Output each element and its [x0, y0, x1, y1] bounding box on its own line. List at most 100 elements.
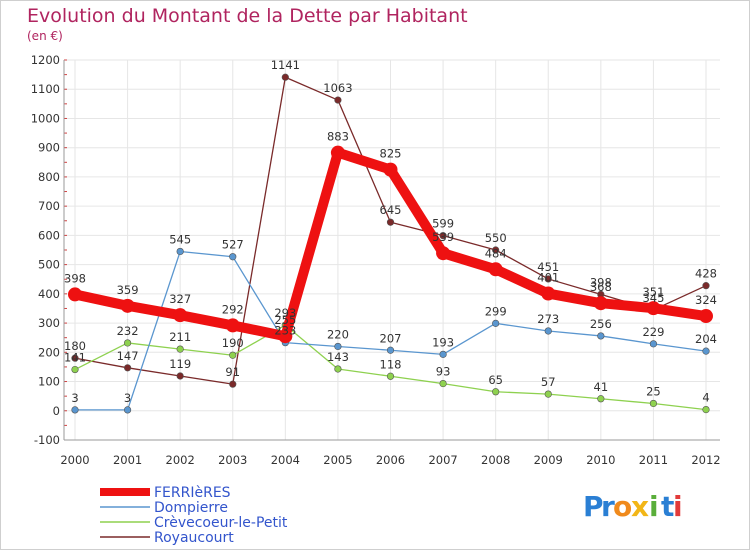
data-point-dompierre	[176, 247, 184, 256]
data-point-ferri-res	[383, 162, 398, 177]
data-point-royaucourt	[544, 275, 552, 283]
data-label-ferri-res: 292	[222, 302, 244, 316]
data-label-cr-vecoeur-le-petit: 25	[646, 384, 661, 398]
data-label-ferri-res: 324	[695, 293, 717, 307]
data-label-royaucourt: 147	[117, 349, 139, 363]
y-tick-label: 600	[38, 228, 60, 242]
y-tick-label: 300	[38, 316, 60, 330]
x-tick-label: 2002	[166, 453, 195, 467]
data-label-ferri-res: 327	[169, 292, 191, 306]
data-point-royaucourt	[492, 246, 500, 254]
data-label-ferri-res: 398	[64, 271, 86, 285]
data-label-dompierre: 545	[169, 232, 191, 246]
data-point-ferri-res	[68, 287, 82, 302]
data-point-cr-vecoeur-le-petit	[597, 395, 605, 403]
data-label-royaucourt: 91	[225, 365, 240, 379]
data-label-royaucourt: 451	[537, 260, 559, 274]
y-tick-label: 700	[38, 199, 60, 213]
data-point-dompierre	[71, 406, 79, 414]
data-point-royaucourt	[229, 380, 237, 388]
data-label-royaucourt: 428	[695, 267, 717, 281]
data-label-royaucourt: 645	[380, 203, 402, 217]
data-label-dompierre: 193	[432, 335, 454, 349]
data-point-dompierre	[334, 342, 342, 351]
data-point-cr-vecoeur-le-petit	[176, 345, 184, 353]
data-label-dompierre: 527	[222, 238, 244, 252]
data-label-dompierre: 3	[71, 391, 78, 405]
data-label-ferri-res: 351	[642, 285, 664, 299]
y-tick-label: 1200	[31, 53, 60, 67]
chart-title: Evolution du Montant de la Dette par Hab…	[27, 5, 468, 27]
data-point-dompierre	[492, 319, 500, 327]
data-label-cr-vecoeur-le-petit: 211	[169, 330, 191, 344]
data-point-ferri-res	[699, 309, 713, 324]
data-label-dompierre: 3	[124, 391, 131, 405]
data-point-cr-vecoeur-le-petit	[544, 390, 552, 398]
data-point-dompierre	[229, 253, 237, 261]
data-point-dompierre	[702, 347, 710, 355]
data-point-dompierre	[439, 350, 447, 358]
data-point-ferri-res	[436, 246, 451, 261]
data-label-cr-vecoeur-le-petit: 65	[488, 373, 503, 387]
data-label-ferri-res: 825	[380, 147, 402, 161]
logo-letter: i	[649, 490, 659, 523]
data-label-cr-vecoeur-le-petit: 190	[222, 336, 244, 350]
data-label-royaucourt: 398	[590, 275, 612, 289]
y-tick-label: 900	[38, 141, 60, 155]
data-labels: 180 147 119 91 1141 1063 645 599 550 451 398 345 428…	[64, 58, 717, 405]
data-label-ferri-res: 368	[590, 280, 612, 294]
data-point-cr-vecoeur-le-petit	[702, 406, 710, 414]
x-tick-label: 2000	[60, 453, 89, 467]
data-point-ferri-res	[120, 298, 135, 313]
data-point-royaucourt	[334, 96, 342, 104]
y-tick-label: 800	[38, 170, 60, 184]
data-label-ferri-res: 484	[485, 246, 507, 260]
logo-letter: o	[613, 490, 632, 523]
x-tick-label: 2010	[586, 453, 615, 467]
logo-letter: r	[601, 490, 615, 523]
data-label-dompierre: 299	[485, 304, 507, 318]
data-label-ferri-res: 539	[432, 230, 454, 244]
data-point-ferri-res	[593, 296, 608, 311]
data-point-ferri-res	[646, 301, 661, 316]
data-point-royaucourt	[386, 218, 395, 226]
legend-label: Royaucourt	[154, 530, 234, 546]
y-tick-label: 0	[53, 404, 60, 418]
data-label-royaucourt: 1141	[271, 58, 300, 72]
x-tick-label: 2005	[323, 453, 352, 467]
y-tick-label: -100	[34, 433, 60, 447]
data-label-royaucourt: 599	[432, 217, 454, 231]
y-tick-label: 400	[38, 287, 60, 301]
data-label-dompierre: 273	[537, 312, 559, 326]
data-point-royaucourt	[123, 364, 132, 372]
data-label-dompierre: 229	[642, 325, 664, 339]
data-point-cr-vecoeur-le-petit	[439, 379, 447, 388]
data-label-royaucourt: 180	[64, 339, 86, 353]
grid	[64, 59, 720, 441]
logo-letter: x	[631, 490, 649, 523]
data-point-cr-vecoeur-le-petit	[492, 388, 500, 396]
legend-label: Dompierre	[154, 500, 228, 516]
data-label-cr-vecoeur-le-petit: 93	[436, 365, 451, 379]
x-tick-label: 2011	[639, 453, 668, 467]
data-point-cr-vecoeur-le-petit	[649, 399, 658, 408]
data-label-ferri-res: 401	[537, 271, 559, 285]
data-point-dompierre	[123, 406, 132, 414]
y-tick-label: 500	[38, 258, 60, 272]
x-tick-label: 2008	[481, 453, 510, 467]
data-label-royaucourt: 1063	[323, 81, 352, 95]
data-label-dompierre: 256	[590, 317, 612, 331]
plot-area	[64, 60, 720, 440]
logo-letter: t	[661, 490, 674, 523]
data-point-cr-vecoeur-le-petit	[386, 372, 395, 380]
data-point-royaucourt	[702, 282, 710, 290]
data-label-dompierre: 204	[695, 332, 717, 346]
data-label-ferri-res: 359	[117, 283, 139, 297]
data-point-ferri-res	[225, 318, 240, 333]
data-point-royaucourt	[439, 232, 447, 240]
series-group	[68, 73, 713, 414]
data-label-royaucourt: 119	[169, 357, 191, 371]
data-label-cr-vecoeur-le-petit: 41	[594, 380, 609, 394]
